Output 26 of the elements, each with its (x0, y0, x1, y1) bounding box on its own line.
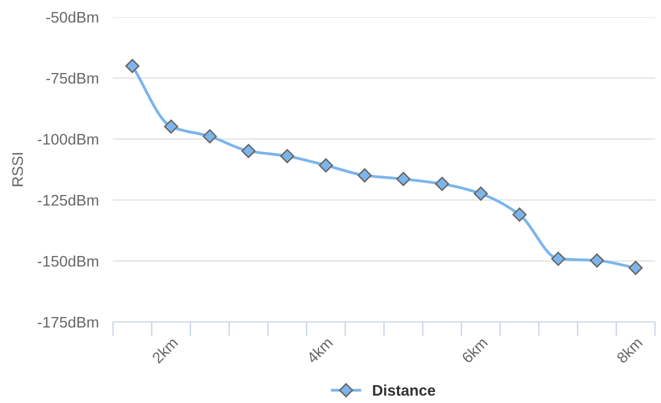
point (434, 176, 450, 191)
y-tick-label: -100dBm (38, 133, 98, 145)
point (125, 58, 140, 74)
point (318, 158, 334, 172)
point (280, 149, 294, 164)
y-tick-label: -175dBm (38, 316, 98, 328)
point (590, 253, 604, 268)
point (396, 172, 410, 186)
point (358, 168, 372, 182)
y-tick-label: -75dBm (46, 72, 98, 84)
y-tick-label: -150dBm (38, 255, 98, 267)
legend-label: Distance (373, 384, 436, 396)
point (551, 252, 566, 266)
point (202, 129, 217, 144)
point (241, 144, 256, 158)
x-tick-label: 8km (616, 336, 643, 364)
point (474, 186, 488, 201)
x-tick-label: 2km (151, 336, 178, 364)
point (512, 208, 527, 222)
y-tick-label: -50dBm (46, 11, 98, 23)
point (628, 260, 643, 275)
x-tick-label: 4km (306, 336, 334, 364)
y-tick-label: -125dBm (38, 194, 98, 206)
x-tick-label: 6km (460, 336, 488, 364)
point (164, 119, 178, 134)
y-axis-title: RSSI (12, 153, 23, 186)
